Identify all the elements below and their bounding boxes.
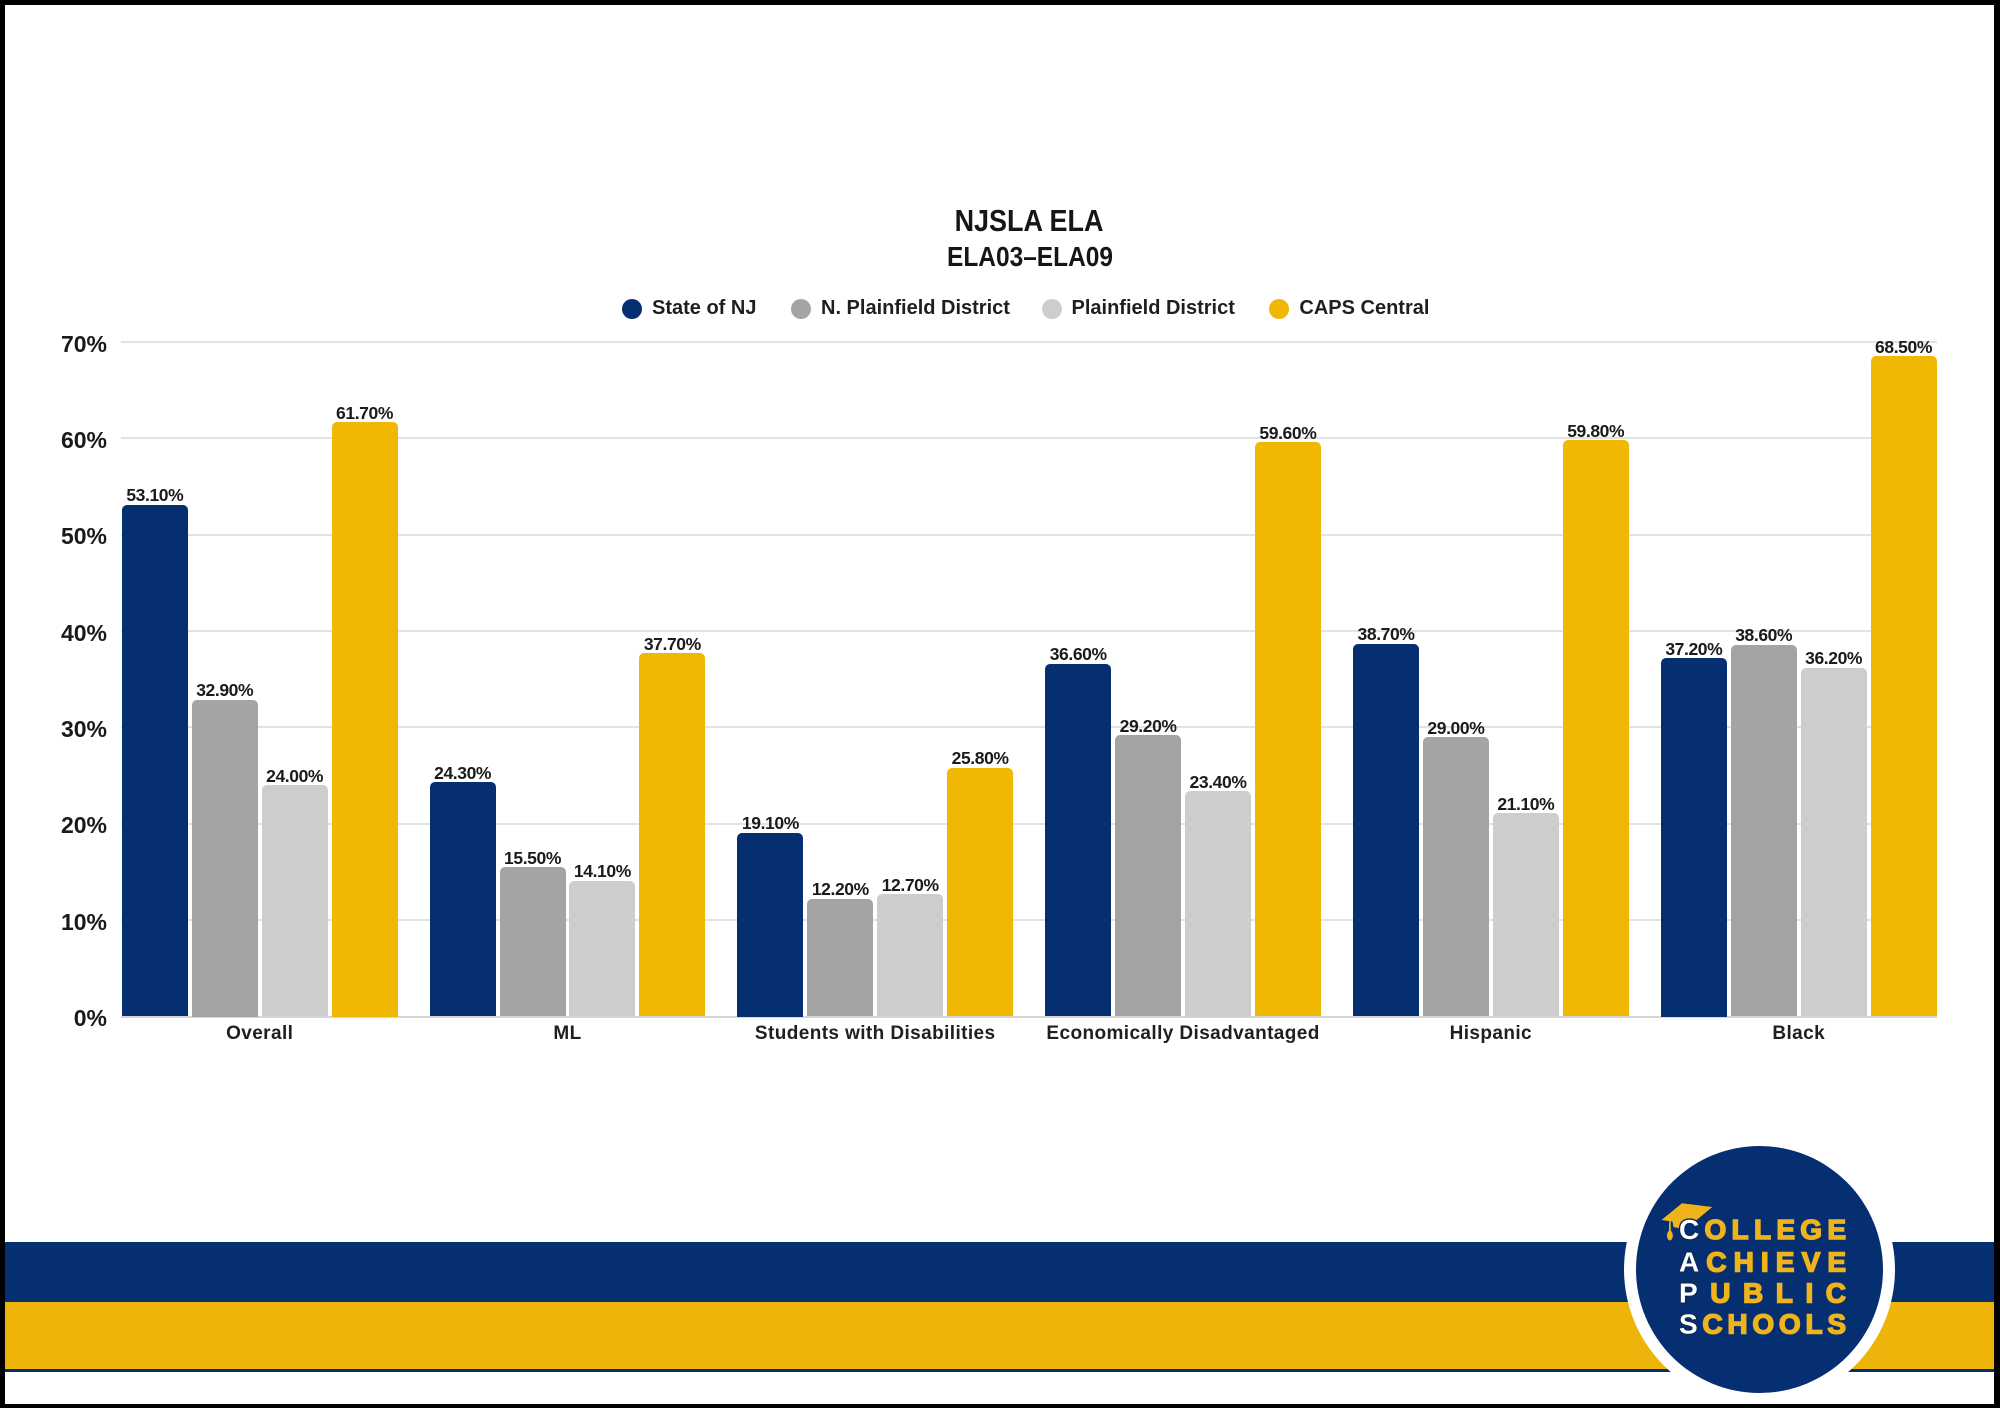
svg-text:C: C [1679, 1214, 1699, 1245]
svg-text:P: P [1679, 1278, 1698, 1309]
svg-text:ACHIEVE: ACHIEVE [1679, 1246, 1853, 1277]
svg-text:S: S [1679, 1308, 1698, 1339]
svg-text:SCHOOLS: SCHOOLS [1679, 1308, 1851, 1339]
svg-text:PUBLIC: PUBLIC [1679, 1278, 1859, 1309]
svg-text:COLLEGE: COLLEGE [1679, 1214, 1851, 1245]
svg-text:A: A [1679, 1246, 1699, 1277]
